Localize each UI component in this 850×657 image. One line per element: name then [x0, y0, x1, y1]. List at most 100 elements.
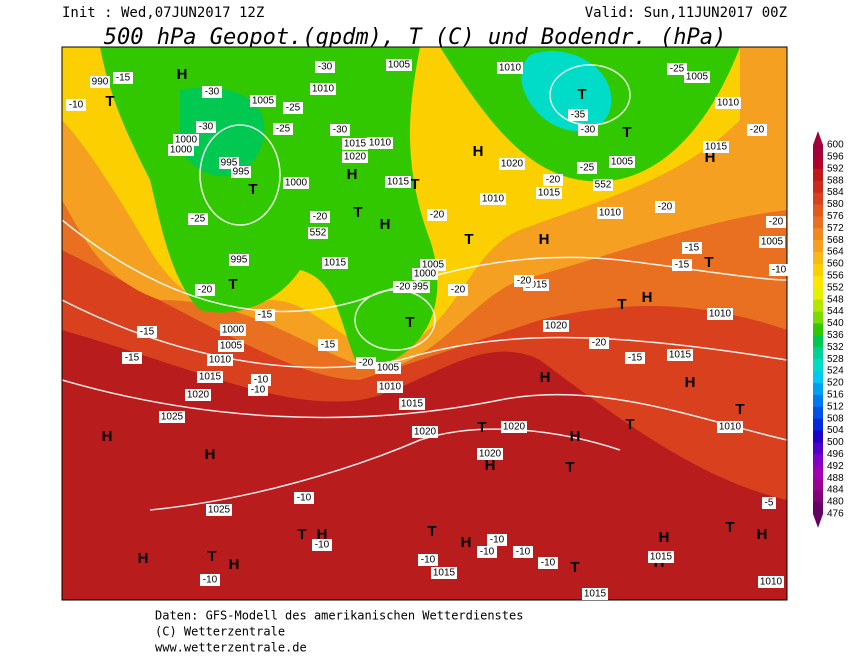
label-box [625, 352, 645, 364]
pressure-center: H [347, 166, 358, 183]
pressure-center: H [461, 534, 472, 551]
colorbar-bin [813, 335, 823, 348]
contour-label: 1020 [501, 159, 524, 170]
contour-label: 1015 [650, 552, 673, 563]
contour-label: 1005 [220, 341, 243, 352]
colorbar-label: 496 [827, 449, 844, 460]
colorbar-label: 528 [827, 354, 844, 365]
pressure-center: H [229, 556, 240, 573]
contour-label: 1010 [482, 194, 505, 205]
pressure-center: T [410, 176, 419, 193]
colorbar-label: 568 [827, 235, 844, 246]
contour-label: -30 [318, 62, 333, 73]
colorbar-label: 500 [827, 437, 844, 448]
contour-label: 1020 [344, 152, 367, 163]
colorbar-bin [813, 180, 823, 194]
label-box [578, 124, 598, 136]
colorbar-bin [813, 168, 823, 182]
label-box [487, 534, 507, 546]
pressure-center: T [477, 419, 486, 436]
pressure-center: H [380, 216, 391, 233]
label-box [431, 567, 457, 579]
label-box [173, 134, 199, 146]
colorbar-bin [813, 371, 823, 384]
contour-label: 995 [231, 255, 248, 266]
contour-label: 1005 [252, 96, 275, 107]
contour-label: 995 [233, 167, 250, 178]
colorbar-bin [813, 287, 823, 301]
colorbar-bin [813, 430, 823, 443]
label-box [399, 398, 425, 410]
label-box [231, 166, 251, 178]
label-box [497, 62, 523, 74]
label-box [538, 557, 558, 569]
label-box [315, 61, 335, 73]
label-box [251, 374, 271, 386]
label-box [197, 371, 223, 383]
label-box [229, 254, 249, 266]
contour-label: 990 [92, 77, 109, 88]
label-box [762, 497, 776, 509]
label-box [582, 588, 608, 600]
colorbar-label: 532 [827, 342, 844, 353]
pressure-center: T [248, 181, 257, 198]
contour-label: -10 [516, 547, 531, 558]
colorbar-label: 588 [827, 175, 844, 186]
contour-label: -15 [685, 243, 700, 254]
label-box [330, 124, 350, 136]
label-box [386, 59, 412, 71]
contour-label: 1015 [344, 139, 367, 150]
colorbar-arrow [813, 131, 823, 145]
contour-label: -25 [191, 214, 206, 225]
contour-label: 1005 [388, 60, 411, 71]
label-box [356, 357, 376, 369]
label-box [667, 349, 693, 361]
colorbar-label: 544 [827, 306, 844, 317]
contour-label: 1010 [760, 577, 783, 588]
contour-label: 1000 [222, 325, 245, 336]
contour-label: -20 [396, 282, 411, 293]
colorbar-label: 600 [827, 140, 844, 151]
contour-label: 995 [221, 158, 238, 169]
contour-label: 1015 [525, 280, 548, 291]
label-box [367, 137, 393, 149]
contour-label: 1020 [414, 427, 437, 438]
contour-label: 1005 [686, 72, 709, 83]
contour-label: -20 [769, 217, 784, 228]
map-frame [61, 46, 788, 601]
colorbar-bin [813, 264, 823, 277]
pressure-center: T [105, 93, 114, 110]
contour-label: -25 [580, 163, 595, 174]
colorbar-label: 504 [827, 425, 844, 436]
colorbar-label: 552 [827, 282, 844, 293]
contour-label: 1015 [433, 568, 456, 579]
colorbar-arrow [813, 513, 823, 528]
contour-label: 1020 [187, 390, 210, 401]
colorbar-bin [813, 156, 823, 170]
colorbar-label: 548 [827, 294, 844, 305]
label-box [200, 574, 220, 586]
label-box [188, 213, 208, 225]
label-box [185, 389, 211, 401]
pressure-center: T [704, 254, 713, 271]
label-box [122, 352, 142, 364]
contour-label: 1010 [369, 138, 392, 149]
contour-label: 1005 [611, 157, 634, 168]
contour-label: 1015 [669, 350, 692, 361]
label-box [759, 236, 785, 248]
colorbar-label: 540 [827, 318, 844, 329]
colorbar-label: 560 [827, 259, 844, 270]
contour-label: 1000 [170, 145, 193, 156]
contour-label: -15 [675, 260, 690, 271]
colorbar-label: 572 [827, 223, 844, 234]
contour-label: 1010 [717, 98, 740, 109]
footer-line: www.wetterzentrale.de [155, 641, 307, 655]
contour-label: 1010 [599, 208, 622, 219]
contour-label: -35 [571, 110, 586, 121]
colorbar-label: 516 [827, 390, 844, 401]
colorbar-label: 508 [827, 413, 844, 424]
contour-label: 1015 [705, 142, 728, 153]
contour-label: -10 [297, 493, 312, 504]
colorbar-bin [813, 216, 823, 229]
